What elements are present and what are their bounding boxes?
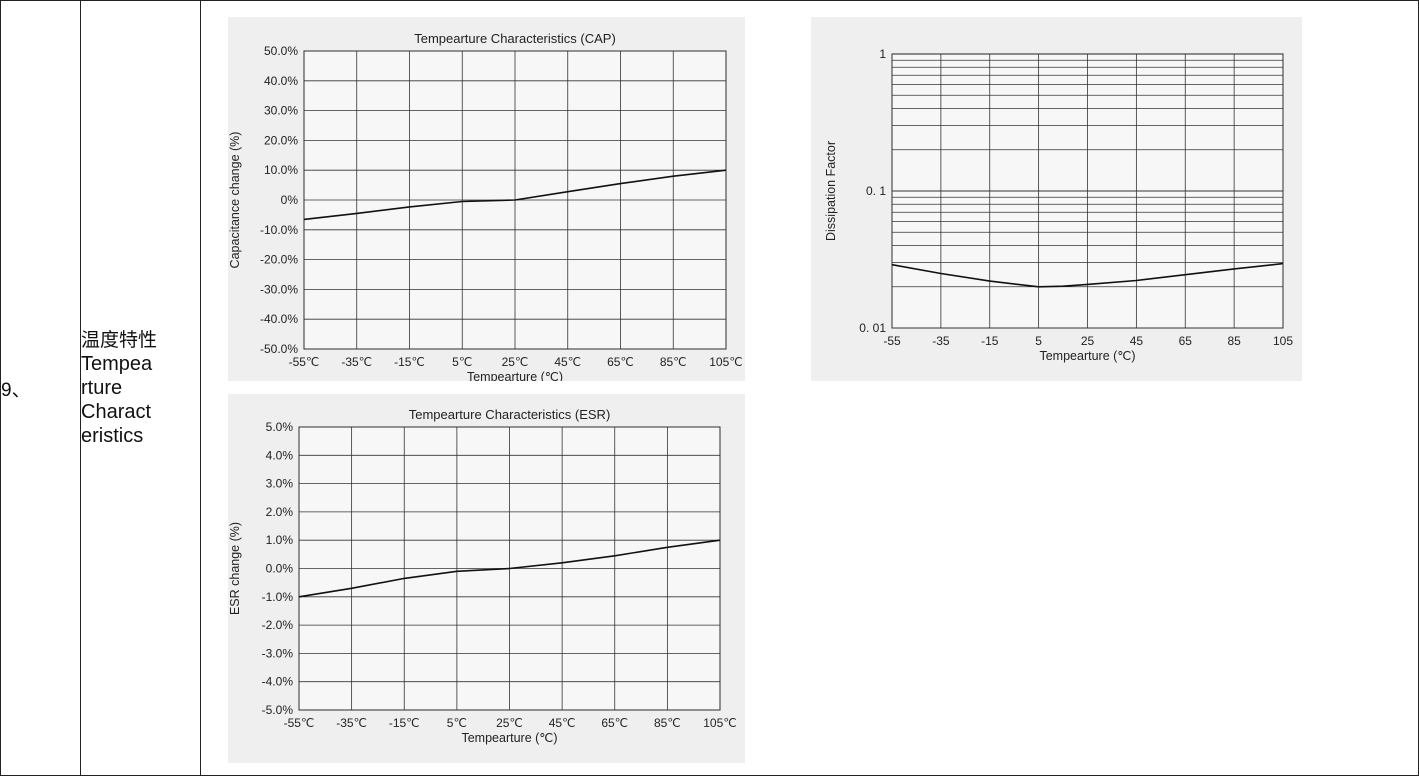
- x-tick-label: 105: [1273, 334, 1293, 348]
- y-tick-label: 0.0%: [266, 562, 294, 576]
- x-axis-label: Tempearture (℃): [461, 731, 557, 745]
- x-tick-label: -15: [981, 334, 999, 348]
- chart-df: -55 -35 -15 5 25 45 65 85 105 0. 01 0. 1 1 Tempeartu…: [824, 47, 1293, 363]
- chart-esr: -55℃ -35℃ -15℃ 5℃ 25℃ 45℃ 65℃ 85℃ 105℃ -5.0% -4.0%…: [228, 407, 737, 745]
- x-tick-label: 105℃: [709, 355, 743, 369]
- x-tick-label: -55℃: [284, 716, 315, 730]
- y-axis-label: Dissipation Factor: [824, 141, 838, 241]
- y-tick-label: -3.0%: [262, 646, 294, 660]
- y-tick-label: 10.0%: [264, 163, 298, 177]
- y-tick-label: -5.0%: [262, 703, 294, 717]
- x-tick-label: -35: [932, 334, 950, 348]
- item-label-zh: 温度特性: [81, 329, 158, 351]
- item-number: 9、: [0, 0, 81, 776]
- x-tick-label: -35℃: [341, 355, 372, 369]
- x-tick-label: 65: [1179, 334, 1193, 348]
- y-tick-label: -20.0%: [260, 253, 298, 267]
- y-axis-label: ESR change (%): [228, 522, 242, 615]
- y-tick-label: 0. 01: [859, 321, 886, 335]
- x-tick-label: 105℃: [703, 716, 737, 730]
- x-tick-label: 25: [1081, 334, 1095, 348]
- y-tick-label: 20.0%: [264, 133, 298, 147]
- x-tick-label: 85℃: [660, 355, 687, 369]
- y-tick-label: -1.0%: [262, 590, 294, 604]
- y-tick-label: 1.0%: [266, 533, 294, 547]
- item-label-en-2: rture: [81, 377, 123, 399]
- y-tick-label: 1: [879, 47, 886, 61]
- x-tick-label: 45℃: [549, 716, 576, 730]
- y-tick-label: -10.0%: [260, 223, 298, 237]
- chart-panel-esr: -55℃ -35℃ -15℃ 5℃ 25℃ 45℃ 65℃ 85℃ 105℃ -5.0% -4.0%…: [228, 394, 745, 763]
- y-axis-label: Capacitance change (%): [228, 132, 242, 269]
- y-tick-label: 50.0%: [264, 44, 298, 58]
- x-tick-label: 85: [1227, 334, 1241, 348]
- x-tick-label: -55: [883, 334, 901, 348]
- x-tick-label: -55℃: [289, 355, 320, 369]
- y-tick-label: -2.0%: [262, 618, 294, 632]
- y-tick-label: 3.0%: [266, 477, 294, 491]
- y-tick-label: 4.0%: [266, 448, 294, 462]
- y-tick-label: 5.0%: [266, 420, 294, 434]
- chart-cap: -55℃ -35℃ -15℃ 5℃ 25℃ 45℃ 65℃ 85℃ 105℃ -50.0% -40.…: [228, 31, 743, 384]
- x-tick-label: -35℃: [336, 716, 367, 730]
- x-axis-label: Tempearture (℃): [467, 370, 563, 381]
- x-tick-label: 5℃: [452, 355, 472, 369]
- series-line: [303, 169, 727, 221]
- chart-panel-df: -55 -35 -15 5 25 45 65 85 105 0. 01 0. 1 1 Tempeartu…: [811, 17, 1302, 381]
- y-tick-label: -30.0%: [260, 282, 298, 296]
- y-tick-label: 40.0%: [264, 74, 298, 88]
- item-label-en-1: Tempea: [81, 353, 153, 375]
- x-tick-label: 5℃: [447, 716, 467, 730]
- item-label-en-3: Charact: [81, 401, 152, 423]
- y-tick-label: 30.0%: [264, 104, 298, 118]
- item-label-en-4: eristics: [81, 425, 144, 447]
- y-tick-label: -50.0%: [260, 342, 298, 356]
- y-tick-label: 0%: [281, 193, 299, 207]
- y-tick-label: -4.0%: [262, 675, 294, 689]
- x-tick-label: -15℃: [389, 716, 420, 730]
- y-tick-label: 0. 1: [866, 184, 886, 198]
- x-axis-label: Tempearture (℃): [1039, 349, 1135, 363]
- x-tick-label: -15℃: [394, 355, 425, 369]
- x-tick-label: 45: [1130, 334, 1144, 348]
- chart-panel-cap: -55℃ -35℃ -15℃ 5℃ 25℃ 45℃ 65℃ 85℃ 105℃ -50.0% -40.…: [228, 17, 745, 384]
- x-tick-label: 65℃: [601, 716, 628, 730]
- x-tick-label: 25℃: [502, 355, 529, 369]
- chart-title: Tempearture Characteristics (ESR): [409, 407, 611, 422]
- y-tick-label: -40.0%: [260, 312, 298, 326]
- x-tick-label: 85℃: [654, 716, 681, 730]
- x-tick-label: 25℃: [496, 716, 523, 730]
- item-label: 温度特性 Tempea rture Charact eristics: [80, 0, 201, 776]
- series-line: [891, 262, 1284, 288]
- chart-title: Tempearture Characteristics (CAP): [414, 31, 616, 46]
- y-tick-label: 2.0%: [266, 505, 294, 519]
- series-line: [298, 539, 721, 598]
- x-tick-label: 5: [1035, 334, 1042, 348]
- x-tick-label: 45℃: [554, 355, 581, 369]
- x-tick-label: 65℃: [607, 355, 634, 369]
